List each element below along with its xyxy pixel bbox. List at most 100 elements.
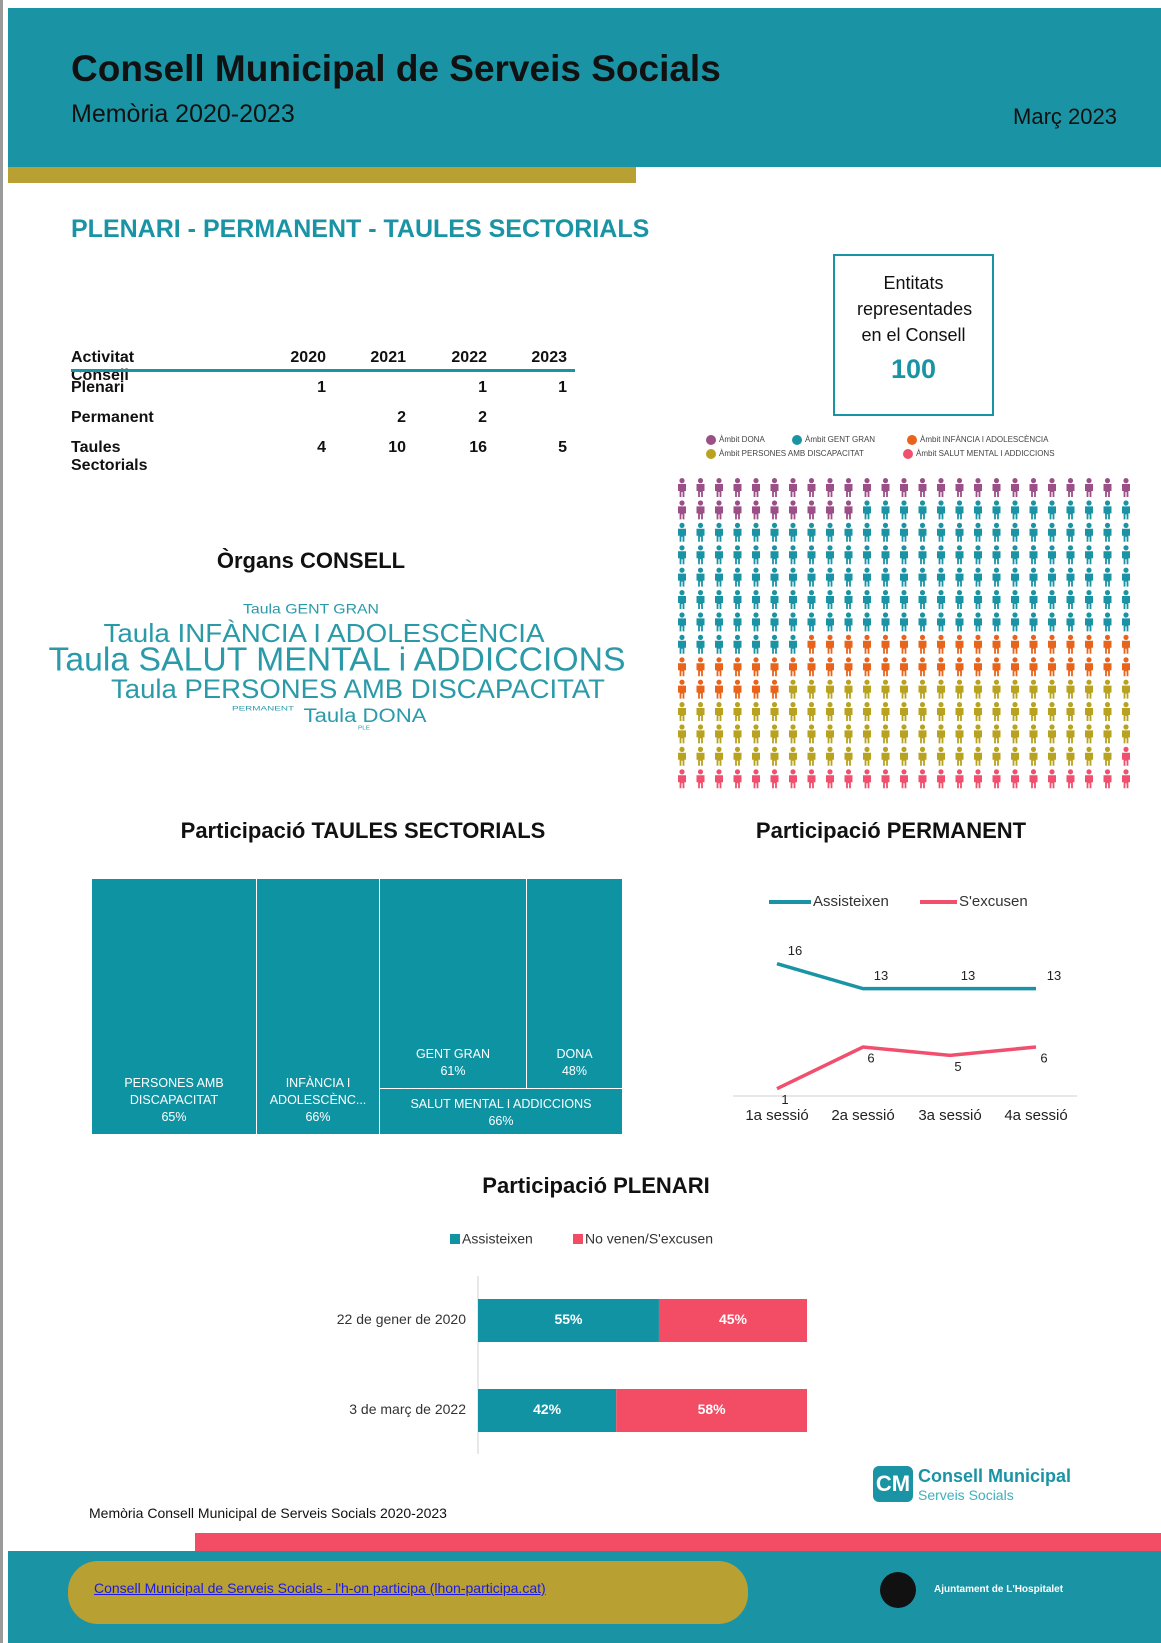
person-icon xyxy=(992,478,1001,497)
person-icon xyxy=(715,724,723,744)
person-icon xyxy=(789,545,797,565)
person-icon xyxy=(1048,634,1056,654)
person-icon xyxy=(1122,545,1130,565)
person-icon xyxy=(826,545,834,565)
person-icon xyxy=(881,500,890,520)
person-icon xyxy=(678,545,686,565)
person-icon xyxy=(863,769,871,789)
person-icon xyxy=(844,612,853,632)
entities-value: 100 xyxy=(890,354,937,384)
person-icon xyxy=(678,702,686,721)
person-icon xyxy=(1048,769,1056,789)
wordcloud-title: Òrgans CONSELL xyxy=(216,548,406,573)
person-icon xyxy=(900,478,908,497)
data-label: 5 xyxy=(954,1059,961,1074)
person-icon xyxy=(1085,657,1093,677)
person-icon xyxy=(844,769,853,789)
person-icon xyxy=(1085,679,1093,699)
treemap-cell: INFÀNCIA I ADOLESCÈNC... 66% xyxy=(257,879,380,1135)
person-icon xyxy=(807,702,816,721)
legend-swatch xyxy=(450,1234,460,1244)
table-cell: 2 xyxy=(478,409,487,426)
person-icon xyxy=(937,478,945,497)
person-icon xyxy=(807,478,816,497)
person-icon xyxy=(881,724,890,744)
person-icon xyxy=(1103,500,1112,520)
person-icon xyxy=(696,522,705,542)
person-icon xyxy=(733,724,742,744)
person-icon xyxy=(733,567,742,587)
person-icon xyxy=(918,746,927,766)
person-icon xyxy=(955,567,964,587)
person-icon xyxy=(696,478,705,497)
person-icon xyxy=(715,769,723,789)
person-icon xyxy=(1011,500,1019,520)
person-icon xyxy=(918,702,927,721)
person-icon xyxy=(678,679,686,699)
person-icon xyxy=(844,522,853,542)
person-icon xyxy=(844,500,853,520)
person-icon xyxy=(1011,702,1019,721)
person-icon xyxy=(937,746,945,766)
table-cell: Taules Sectorials xyxy=(71,439,148,474)
person-icon xyxy=(826,679,834,699)
person-icon xyxy=(955,746,964,766)
table-cell: 4 xyxy=(317,439,326,456)
person-icon xyxy=(678,746,686,766)
person-icon xyxy=(1048,478,1056,497)
person-icon xyxy=(900,612,908,632)
person-icon xyxy=(881,679,890,699)
person-icon xyxy=(900,522,908,542)
person-icon xyxy=(1122,746,1130,766)
person-icon xyxy=(715,522,723,542)
person-icon xyxy=(881,478,890,497)
person-icon xyxy=(826,702,834,721)
person-icon xyxy=(1122,702,1130,721)
person-icon xyxy=(937,657,945,677)
person-icon xyxy=(900,657,908,677)
data-line xyxy=(776,961,1036,991)
logo-title: Consell Municipal xyxy=(918,1466,1072,1486)
person-icon xyxy=(715,746,723,766)
person-icon xyxy=(807,679,816,699)
person-icon xyxy=(937,634,945,654)
person-icon xyxy=(881,522,890,542)
person-icon xyxy=(974,589,982,609)
person-icon xyxy=(974,679,982,699)
x-tick-label: 2a sessió xyxy=(831,1107,894,1124)
person-icon xyxy=(678,724,686,744)
person-icon xyxy=(789,657,797,677)
person-icon xyxy=(1103,478,1112,497)
person-icon xyxy=(1066,746,1075,766)
person-icon xyxy=(1122,522,1130,542)
person-icon xyxy=(807,746,816,766)
person-icon xyxy=(974,746,982,766)
footer-link[interactable]: Consell Municipal de Serveis Socials - l… xyxy=(94,1580,546,1596)
person-icon xyxy=(678,612,686,632)
person-icon xyxy=(696,545,705,565)
legend-swatch xyxy=(573,1234,583,1244)
legend-dot xyxy=(706,435,716,445)
person-icon xyxy=(1122,500,1130,520)
person-icon xyxy=(696,746,705,766)
person-icon xyxy=(1029,769,1038,789)
person-icon xyxy=(844,657,853,677)
person-icon xyxy=(1011,478,1019,497)
person-icon xyxy=(715,657,723,677)
person-icon xyxy=(715,702,723,721)
legend-label: Àmbit PERSONES AMB DISCAPACITAT xyxy=(719,449,864,458)
person-icon xyxy=(992,567,1001,587)
person-icon xyxy=(752,634,760,654)
person-icon xyxy=(844,679,853,699)
person-icon xyxy=(937,702,945,721)
y-tick-label: 22 de gener de 2020 xyxy=(337,1311,466,1327)
treemap-label: PERSONES AMB DISCAPACITAT xyxy=(124,1076,224,1108)
city-logo xyxy=(880,1572,916,1608)
legend-dot xyxy=(706,449,716,459)
person-icon xyxy=(900,589,908,609)
person-icon xyxy=(789,612,797,632)
person-icon xyxy=(1048,612,1056,632)
person-icon xyxy=(974,567,982,587)
data-line xyxy=(776,1045,1037,1091)
legend-dot xyxy=(903,449,913,459)
